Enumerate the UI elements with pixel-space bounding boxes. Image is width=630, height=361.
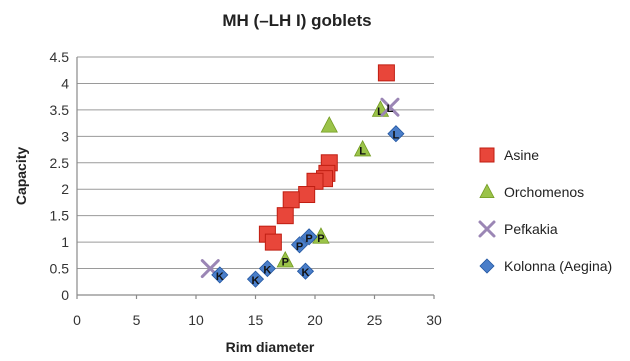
legend-label: Orchomenos xyxy=(504,184,584,200)
x-tick-label: 15 xyxy=(248,312,264,328)
point-label: K xyxy=(216,271,224,283)
data-point xyxy=(298,186,316,204)
data-point xyxy=(246,270,265,288)
point-label: P xyxy=(282,257,289,269)
data-point xyxy=(211,266,229,284)
y-tick-label: 3 xyxy=(61,128,69,144)
point-label: L xyxy=(359,146,366,158)
point-label: P xyxy=(296,241,303,253)
data-point xyxy=(264,233,282,251)
legend: Asine Orchomenos Pefkakia Kolonna (Aegina) xyxy=(478,147,612,274)
y-tick-label: 1.5 xyxy=(50,208,70,224)
x-tick-label: 5 xyxy=(133,312,141,328)
y-tick-label: 2 xyxy=(61,181,69,197)
data-point xyxy=(300,228,318,246)
x-tick-label: 30 xyxy=(426,312,442,328)
point-label: P xyxy=(305,233,312,245)
data-point xyxy=(377,64,395,82)
data-point xyxy=(353,139,372,157)
data-point xyxy=(258,259,276,278)
data-point xyxy=(312,227,330,244)
tick-labels: 0 0.5 1 1.5 2 2.5 3 3.5 4 4.5 0 5 10 15 20 25 30 xyxy=(50,49,442,328)
legend-label: Asine xyxy=(504,147,539,163)
x-tick-label: 25 xyxy=(367,312,383,328)
series-asine xyxy=(258,64,395,251)
x-axis-label: Rim diameter xyxy=(226,339,315,355)
data-point xyxy=(380,97,400,117)
data-point xyxy=(290,236,309,254)
x-tick-label: 20 xyxy=(307,312,323,328)
y-tick-label: 3.5 xyxy=(50,102,70,118)
legend-marker xyxy=(479,183,495,199)
y-tick-label: 4.5 xyxy=(50,49,70,65)
point-label: L xyxy=(387,103,394,115)
data-point xyxy=(276,250,294,268)
data-point xyxy=(296,262,315,280)
legend-label: Pefkakia xyxy=(504,221,558,237)
point-label: P xyxy=(317,233,324,245)
point-label: K xyxy=(302,267,310,279)
axes xyxy=(76,57,435,299)
x-tick-label: 10 xyxy=(188,312,204,328)
chart-title: MH (–LH I) goblets xyxy=(222,11,371,30)
data-point xyxy=(320,116,338,133)
data-point xyxy=(276,207,294,225)
y-tick-label: 4 xyxy=(61,75,69,91)
y-tick-label: 1 xyxy=(61,234,69,250)
legend-label: Kolonna (Aegina) xyxy=(504,258,612,274)
point-label: L xyxy=(393,130,400,142)
y-tick-label: 2.5 xyxy=(50,155,70,171)
grid-lines xyxy=(77,56,434,270)
legend-marker xyxy=(479,258,495,274)
point-label: L xyxy=(377,106,384,118)
data-point xyxy=(282,191,300,209)
point-label: K xyxy=(263,265,271,277)
data-point xyxy=(387,125,405,143)
y-tick-label: 0 xyxy=(61,287,69,303)
x-tick-label: 0 xyxy=(73,312,81,328)
legend-marker xyxy=(479,147,495,163)
legend-marker xyxy=(478,220,496,238)
point-label: K xyxy=(252,275,260,287)
y-axis-label: Capacity xyxy=(13,147,29,206)
y-tick-label: 0.5 xyxy=(50,261,70,277)
